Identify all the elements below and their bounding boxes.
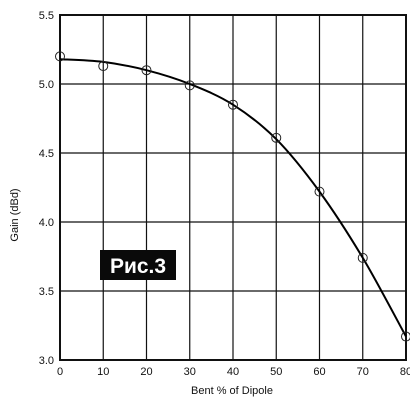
figure-stamp: Рис.3 <box>100 250 176 280</box>
x-tick-label: 0 <box>57 366 63 378</box>
y-tick-label: 5.0 <box>39 79 54 91</box>
y-tick-label: 4.5 <box>39 148 54 160</box>
data-point-marker <box>401 331 410 342</box>
data-point-marker <box>55 51 65 62</box>
y-tick-label: 3.0 <box>39 355 54 367</box>
x-tick-label: 80 <box>400 366 410 378</box>
x-tick-labels: 0 10 20 30 40 50 60 70 80 <box>57 366 410 378</box>
data-points <box>55 51 410 342</box>
y-tick-label: 4.0 <box>39 217 54 229</box>
data-point-marker <box>228 99 238 110</box>
y-axis-label: Gain (dBd) <box>9 188 21 241</box>
x-tick-label: 10 <box>97 366 109 378</box>
data-point-marker <box>141 65 152 76</box>
y-tick-label: 3.5 <box>39 286 54 298</box>
y-tick-labels: 3.0 3.5 4.0 4.5 5.0 5.5 <box>39 10 54 367</box>
svg-text:Рис.3: Рис.3 <box>110 255 166 278</box>
x-axis-label: Bent % of Dipole <box>191 385 273 397</box>
grid <box>60 15 406 360</box>
x-tick-label: 20 <box>140 366 152 378</box>
data-point-marker <box>98 61 109 72</box>
data-point-marker <box>184 80 195 91</box>
data-point-marker <box>271 132 282 143</box>
fit-curve <box>59 58 407 337</box>
y-tick-label: 5.5 <box>39 10 54 22</box>
plot-frame <box>59 14 407 361</box>
data-point-marker <box>314 186 325 197</box>
x-tick-label: 60 <box>313 366 325 378</box>
x-tick-label: 50 <box>270 366 282 378</box>
data-point-marker <box>357 252 368 263</box>
x-tick-label: 40 <box>227 366 239 378</box>
x-tick-label: 70 <box>357 366 369 378</box>
x-tick-label: 30 <box>184 366 196 378</box>
